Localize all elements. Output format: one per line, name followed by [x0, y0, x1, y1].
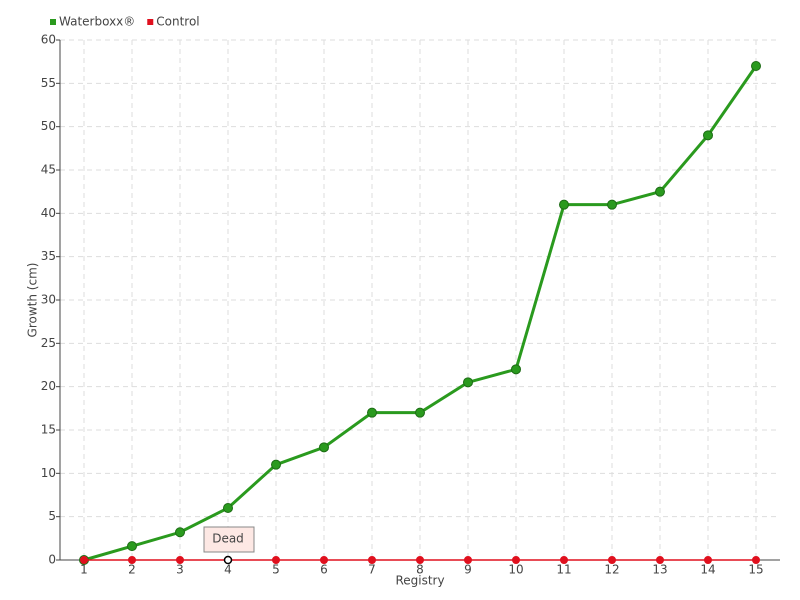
x-tick-label: 7	[368, 563, 376, 577]
hover-point	[223, 555, 233, 565]
x-tick-label: 11	[556, 563, 571, 577]
y-tick-label: 30	[41, 293, 56, 307]
x-tick-label: 1	[80, 563, 88, 577]
x-tick-label: 4	[224, 563, 232, 577]
y-tick-label: 40	[41, 206, 56, 220]
point	[703, 130, 713, 141]
tooltip-text: Dead	[212, 532, 244, 546]
point	[367, 407, 377, 418]
point	[272, 556, 280, 564]
legend-swatch	[50, 19, 56, 25]
legend-swatch	[147, 19, 154, 25]
point	[80, 556, 88, 564]
point	[127, 541, 137, 552]
x-tick-label: 8	[416, 563, 424, 577]
point	[223, 503, 233, 513]
point	[511, 364, 521, 375]
point	[608, 556, 616, 564]
point	[752, 556, 760, 564]
point	[655, 186, 665, 197]
point	[560, 556, 568, 564]
x-tick-label: 3	[176, 563, 184, 577]
x-tick-label: 6	[320, 563, 328, 577]
legend-label: Control	[156, 15, 199, 29]
point	[656, 556, 664, 564]
x-tick-label: 2	[128, 563, 136, 577]
tooltip-box	[203, 526, 255, 553]
y-axis-label: Growth (cm)	[26, 263, 40, 338]
point	[559, 199, 569, 210]
y-tick-label: 10	[41, 466, 56, 480]
x-tick-label: 15	[748, 563, 763, 577]
y-tick-label: 45	[41, 163, 56, 177]
point	[704, 556, 712, 564]
point	[415, 407, 425, 418]
x-tick-label: 13	[652, 563, 667, 577]
point	[512, 556, 520, 564]
x-tick-label: 9	[464, 563, 472, 577]
y-tick-label: 60	[41, 33, 56, 47]
x-tick-label: 14	[700, 563, 715, 577]
point	[751, 61, 761, 71]
x-axis-label: Registry	[395, 574, 444, 588]
point	[176, 556, 184, 564]
y-tick-label: 25	[41, 336, 56, 350]
y-tick-label: 55	[41, 76, 56, 90]
x-tick-label: 12	[604, 563, 619, 577]
y-tick-label: 50	[41, 119, 56, 133]
point	[320, 556, 328, 564]
x-tick-label: 5	[272, 563, 280, 577]
y-tick-label: 15	[41, 423, 56, 437]
legend-label: Waterboxx®	[59, 15, 135, 29]
point	[463, 377, 473, 388]
y-tick-label: 20	[41, 379, 56, 393]
point	[464, 556, 472, 564]
point	[416, 556, 424, 564]
point	[368, 556, 376, 564]
point	[607, 199, 617, 210]
y-tick-label: 35	[41, 249, 56, 263]
point	[319, 442, 329, 453]
point	[175, 527, 185, 538]
x-tick-label: 10	[508, 563, 523, 577]
point	[128, 556, 136, 564]
point	[271, 459, 281, 470]
y-tick-label: 0	[48, 553, 56, 567]
y-tick-label: 5	[48, 509, 56, 523]
